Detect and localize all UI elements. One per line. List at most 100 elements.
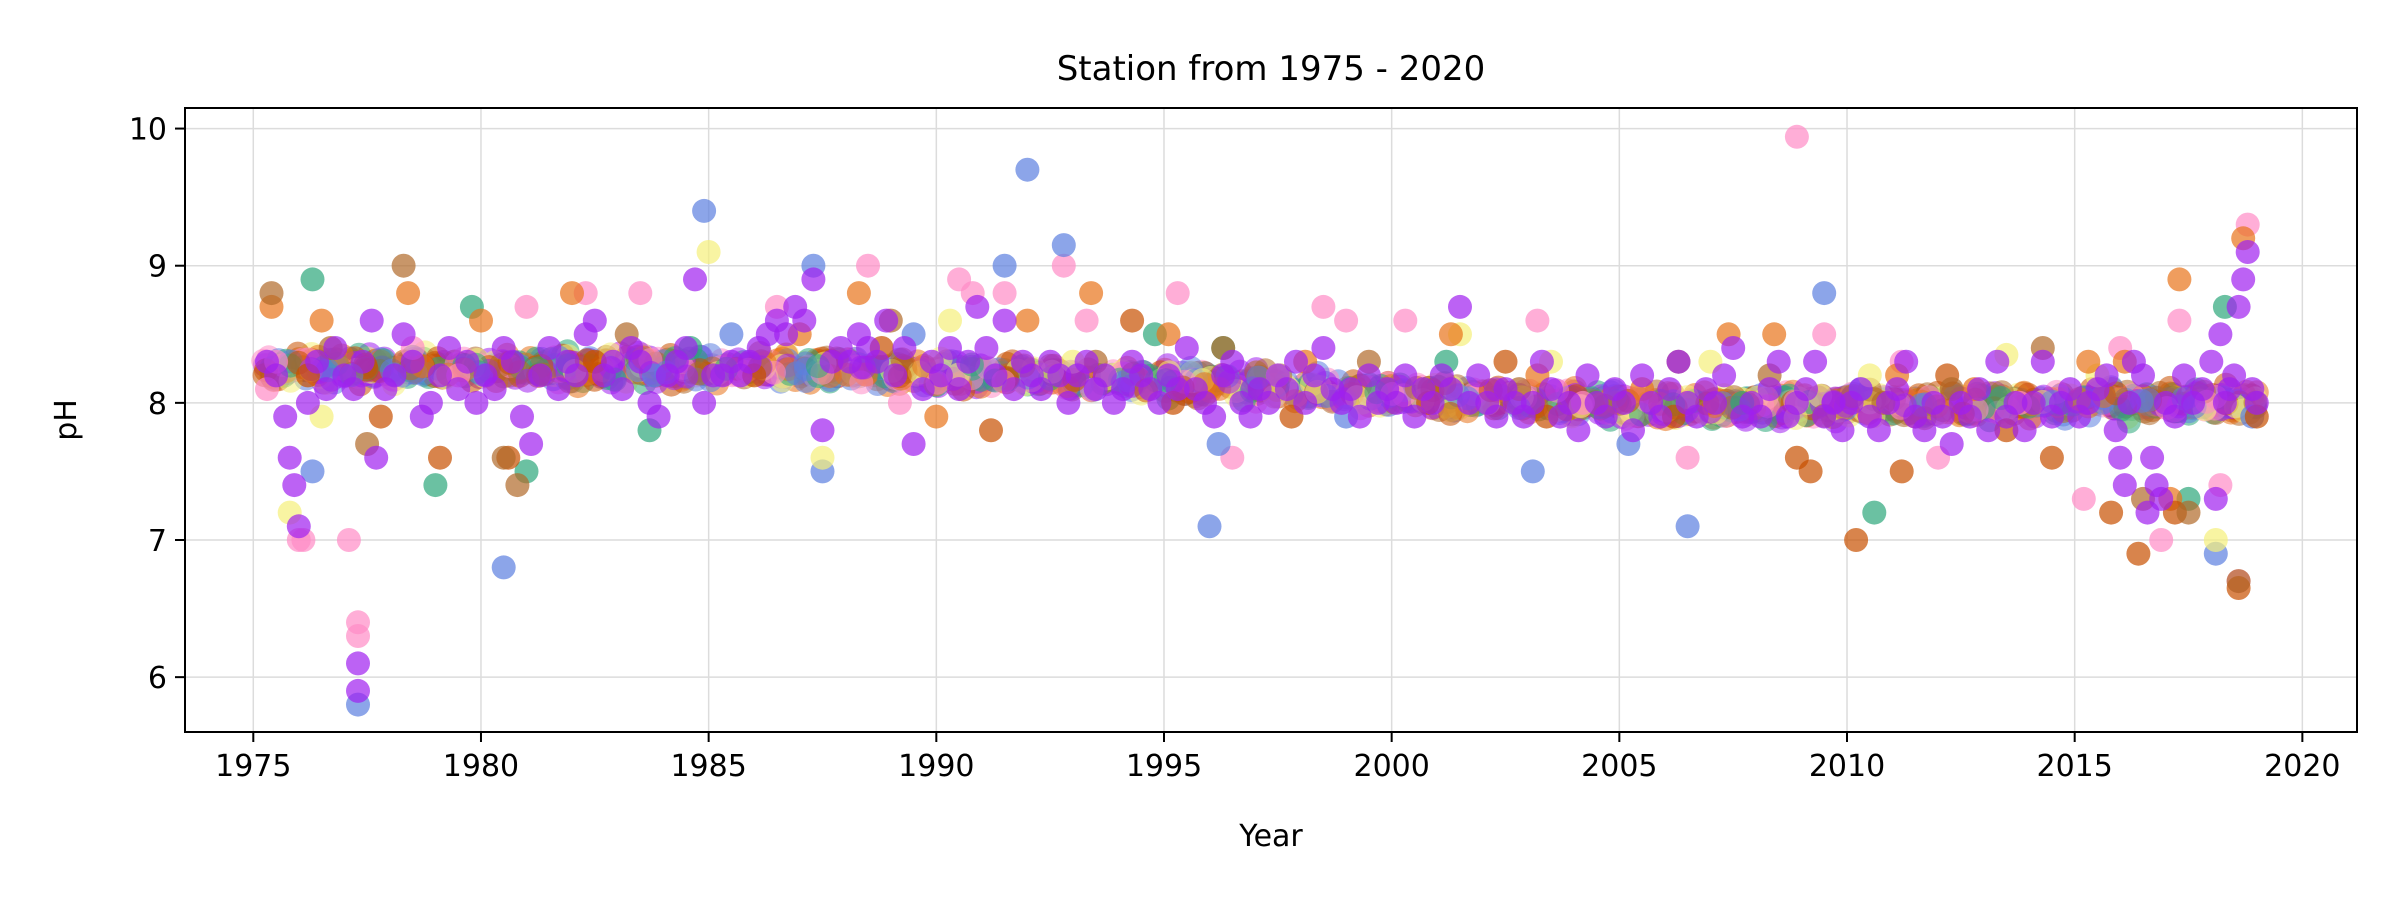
data-point: [305, 349, 330, 374]
data-point: [560, 281, 584, 306]
data-point: [601, 349, 625, 374]
data-point: [1648, 404, 1673, 429]
data-point: [1015, 308, 1040, 333]
data-point: [2149, 486, 2174, 511]
x-tick-label: 1995: [1126, 749, 1202, 784]
data-point: [1466, 363, 1491, 388]
data-point: [336, 528, 361, 552]
data-point: [282, 473, 307, 498]
data-point: [1621, 418, 1645, 443]
data-point: [418, 390, 443, 415]
data-point: [810, 418, 835, 443]
data-point: [1274, 377, 1299, 402]
data-point: [2094, 363, 2119, 388]
data-point: [2167, 267, 2192, 292]
data-point: [792, 308, 817, 333]
data-point: [956, 349, 981, 374]
data-point: [382, 363, 407, 388]
y-tick-label: 9: [148, 250, 167, 285]
data-point: [582, 308, 607, 333]
data-point: [2231, 267, 2256, 292]
data-point: [1111, 377, 1135, 402]
data-point: [1393, 308, 1418, 333]
data-point: [1029, 377, 1054, 402]
x-tick-label: 2000: [1353, 749, 1429, 784]
chart-title: Station from 1975 - 2020: [1057, 49, 1486, 89]
data-point: [1051, 253, 1076, 278]
data-point: [1666, 349, 1691, 374]
data-point: [2222, 363, 2247, 388]
data-point: [628, 349, 653, 374]
data-point: [491, 555, 516, 580]
data-point: [1520, 390, 1545, 415]
data-point: [1438, 401, 1463, 426]
data-point: [500, 349, 525, 374]
y-tick-label: 8: [148, 387, 167, 422]
data-point: [673, 336, 698, 360]
y-tick-label: 7: [148, 524, 167, 559]
data-point: [2126, 541, 2151, 566]
data-point: [1202, 404, 1227, 429]
data-point: [846, 281, 871, 306]
data-point: [428, 363, 452, 388]
y-tick-label: 10: [129, 113, 167, 148]
data-point: [1976, 418, 2001, 443]
data-point: [1930, 404, 1955, 429]
data-point: [1120, 308, 1145, 333]
data-point: [2112, 473, 2137, 498]
data-point: [2003, 390, 2028, 415]
data-point: [947, 377, 972, 402]
data-point: [546, 377, 571, 402]
data-point: [1985, 349, 2010, 374]
data-point: [2039, 445, 2064, 470]
data-point: [983, 363, 1008, 388]
data-point: [2021, 390, 2046, 415]
data-point: [992, 308, 1017, 333]
data-point: [2190, 377, 2215, 402]
data-point: [1079, 281, 1104, 306]
data-point: [2226, 569, 2251, 594]
data-point: [300, 267, 325, 292]
data-point: [1630, 363, 1655, 388]
data-point: [1525, 308, 1550, 333]
data-point: [1703, 390, 1727, 415]
x-tick-label: 2015: [2037, 749, 2113, 784]
data-point: [719, 322, 744, 347]
y-axis-ticks: 6 7 8 9 10: [129, 113, 185, 696]
data-point: [1074, 308, 1099, 333]
data-point: [1156, 322, 1181, 347]
data-point: [1238, 404, 1263, 429]
data-point: [364, 445, 389, 470]
data-point: [646, 404, 671, 429]
data-point: [2103, 418, 2128, 443]
data-point: [837, 349, 862, 374]
data-point: [1684, 404, 1709, 429]
data-point: [683, 267, 707, 292]
data-point: [2176, 500, 2201, 525]
data-point: [1147, 390, 1172, 415]
data-point: [887, 390, 912, 415]
data-point: [692, 198, 717, 223]
data-point: [1174, 336, 1199, 360]
data-point: [277, 445, 302, 470]
data-point: [2167, 308, 2192, 333]
data-point: [1047, 363, 1072, 388]
data-point: [2162, 404, 2187, 429]
data-point: [1821, 390, 1846, 415]
data-point: [1539, 377, 1563, 402]
data-point: [510, 404, 534, 429]
data-point: [264, 363, 289, 388]
data-point: [346, 624, 370, 648]
data-point: [856, 253, 880, 278]
data-point: [1448, 294, 1472, 319]
data-points: [251, 124, 2269, 717]
data-point: [2117, 390, 2142, 415]
data-point: [1794, 377, 1818, 402]
x-tick-label: 1990: [898, 749, 974, 784]
data-point: [455, 349, 480, 374]
data-point: [1866, 418, 1891, 443]
data-point: [2226, 294, 2251, 319]
data-point: [1812, 322, 1837, 347]
